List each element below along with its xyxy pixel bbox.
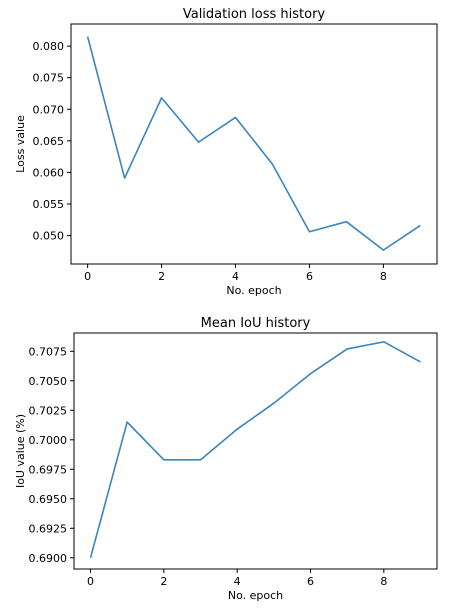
y-tick-label: 0.080 <box>33 40 65 53</box>
series-line <box>86 36 421 251</box>
y-tick-label: 0.7025 <box>29 404 68 417</box>
y-axis-label: Loss value <box>14 115 27 173</box>
y-tick-label: 0.075 <box>33 72 65 85</box>
x-tick-label: 6 <box>307 575 314 588</box>
series-line <box>89 341 421 558</box>
x-tick-label: 4 <box>234 575 241 588</box>
y-tick-label: 0.050 <box>33 230 65 243</box>
x-tick-label: 0 <box>87 575 94 588</box>
x-tick-label: 2 <box>160 575 167 588</box>
x-tick-label: 0 <box>84 270 91 283</box>
chart-title: Mean IoU history <box>201 316 311 331</box>
x-axis-label: No. epoch <box>226 284 281 297</box>
plot-frame <box>73 332 438 570</box>
mean-iou-chart: Mean IoU history 0 2 4 6 8 0.6900 0.6925 0.6950 0… <box>14 316 438 602</box>
x-tick-label: 8 <box>380 270 387 283</box>
validation-loss-chart: Validation loss history 0 2 4 6 8 0.050 0.055 0.… <box>14 7 438 297</box>
y-tick-label: 0.7075 <box>29 345 68 358</box>
chart-title: Validation loss history <box>183 7 326 22</box>
x-tick-label: 8 <box>380 575 387 588</box>
y-tick-label: 0.7050 <box>29 375 68 388</box>
y-tick-label: 0.6950 <box>29 493 68 506</box>
y-tick-label: 0.070 <box>33 103 65 116</box>
y-tick-label: 0.7000 <box>29 434 68 447</box>
y-tick-label: 0.065 <box>33 135 65 148</box>
y-tick-label: 0.6900 <box>29 552 68 565</box>
plot-frame <box>70 23 438 265</box>
x-tick-label: 4 <box>232 270 239 283</box>
x-tick-label: 6 <box>306 270 313 283</box>
y-tick-label: 0.6925 <box>29 522 68 535</box>
x-axis-label: No. epoch <box>228 589 283 602</box>
y-tick-label: 0.055 <box>33 198 65 211</box>
y-tick-label: 0.6975 <box>29 463 68 476</box>
x-tick-label: 2 <box>158 270 165 283</box>
y-axis-label: IoU value (%) <box>14 414 27 488</box>
y-tick-label: 0.060 <box>33 166 65 179</box>
